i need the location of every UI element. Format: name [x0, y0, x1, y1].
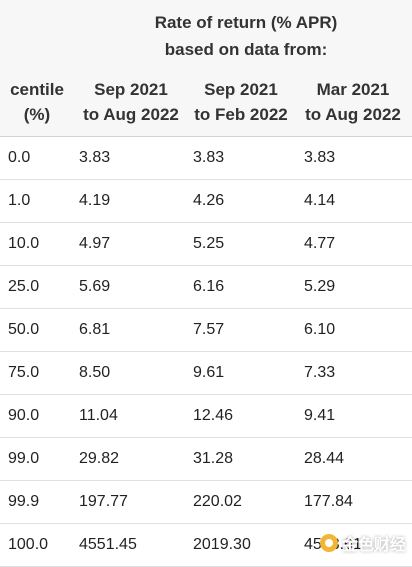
cell-value: 220.02 [193, 493, 242, 510]
table-row: 75.0 8.50 9.61 7.33 [0, 352, 412, 395]
cell-value: 11.04 [79, 407, 118, 424]
column-header-line: to Aug 2022 [305, 105, 401, 124]
cell-value: 7.33 [304, 364, 336, 381]
table-row: 10.0 4.97 5.25 4.77 [0, 223, 412, 266]
cell-centile: 99.9 [8, 493, 40, 510]
column-header-line: Mar 2021 [316, 80, 390, 99]
cell-value: 28.44 [304, 450, 345, 467]
cell-centile: 0.0 [8, 149, 31, 166]
table-row: 99.9 197.77 220.02 177.84 [0, 481, 412, 524]
cell-value: 3.83 [304, 149, 336, 166]
cell-value: 12.46 [193, 407, 234, 424]
watermark-text: 金色财经 [341, 537, 406, 554]
table-row: 0.0 3.83 3.83 3.83 [0, 137, 412, 180]
cell-centile: 90.0 [8, 407, 40, 424]
cell-centile: 75.0 [8, 364, 40, 381]
cell-value: 29.82 [79, 450, 120, 467]
cell-centile: 1.0 [8, 192, 31, 209]
table-row: 50.0 6.81 7.57 6.10 [0, 309, 412, 352]
cell-value: 9.61 [193, 364, 225, 381]
column-header-line: Sep 2021 [204, 80, 278, 99]
cell-value: 4.77 [304, 235, 336, 252]
column-header-line: to Aug 2022 [83, 105, 179, 124]
table-row: 99.0 29.82 31.28 28.44 [0, 438, 412, 481]
watermark-logo-icon [319, 534, 338, 552]
column-header-mar2021-aug2022: Mar 2021 to Aug 2022 [298, 77, 408, 127]
watermark: 金色财经 [319, 531, 406, 555]
cell-value: 4.19 [79, 192, 111, 209]
cell-centile: 25.0 [8, 278, 40, 295]
table-row: 25.0 5.69 6.16 5.29 [0, 266, 412, 309]
cell-value: 4.14 [304, 192, 336, 209]
cell-value: 5.29 [304, 278, 336, 295]
group-header-line-2: based on data from: [164, 40, 328, 59]
cell-value: 4.97 [79, 235, 111, 252]
cell-value: 177.84 [304, 493, 353, 510]
column-header-line: to Feb 2022 [194, 105, 288, 124]
cell-value: 9.41 [304, 407, 336, 424]
table-header: Rate of return (% APR) based on data fro… [0, 0, 412, 137]
column-header-centile: centile (%) [0, 77, 74, 127]
table-row: 1.0 4.19 4.26 4.14 [0, 180, 412, 223]
table-body: 0.0 3.83 3.83 3.83 1.0 4.19 4.26 4.14 10… [0, 137, 412, 567]
cell-value: 4.26 [193, 192, 225, 209]
column-header-line: (%) [23, 105, 51, 124]
cell-centile: 10.0 [8, 235, 40, 252]
cell-value: 6.81 [79, 321, 111, 338]
cell-value: 197.77 [79, 493, 128, 510]
cell-value: 6.16 [193, 278, 225, 295]
cell-centile: 50.0 [8, 321, 40, 338]
column-header-sep2021-aug2022: Sep 2021 to Aug 2022 [74, 77, 188, 127]
cell-value: 3.83 [193, 149, 225, 166]
cell-value: 7.57 [193, 321, 225, 338]
cell-centile: 100.0 [8, 536, 49, 553]
group-header: Rate of return (% APR) based on data fro… [80, 9, 412, 63]
cell-value: 5.25 [193, 235, 225, 252]
column-header-line: Sep 2021 [94, 80, 168, 99]
column-header-sep2021-feb2022: Sep 2021 to Feb 2022 [186, 77, 296, 127]
group-header-line-1: Rate of return (% APR) [154, 13, 338, 32]
cell-centile: 99.0 [8, 450, 40, 467]
cell-value: 6.10 [304, 321, 336, 338]
cell-value: 31.28 [193, 450, 234, 467]
table-row: 90.0 11.04 12.46 9.41 [0, 395, 412, 438]
cell-value: 2019.30 [193, 536, 251, 553]
cell-value: 5.69 [79, 278, 111, 295]
column-header-line: centile [10, 80, 64, 99]
cell-value: 3.83 [79, 149, 111, 166]
cell-value: 8.50 [79, 364, 111, 381]
cell-value: 4551.45 [79, 536, 137, 553]
